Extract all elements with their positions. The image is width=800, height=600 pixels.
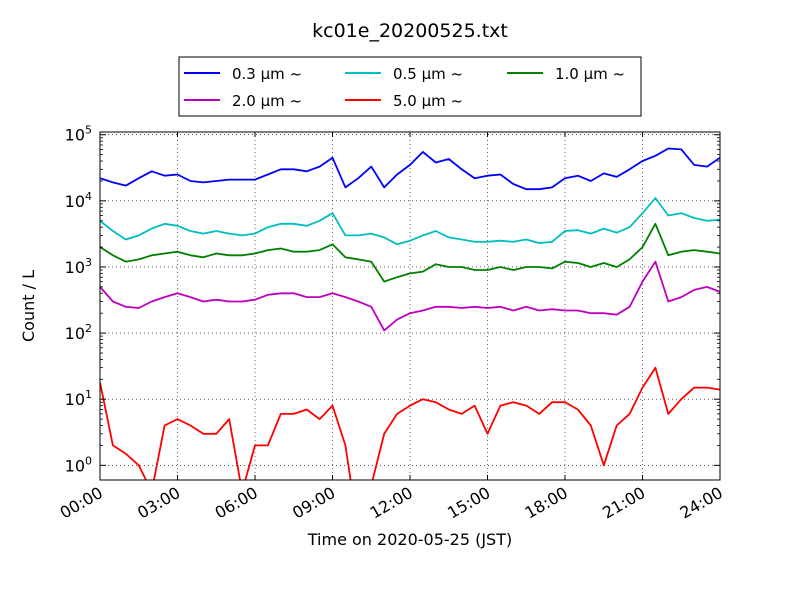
x-tick-label: 00:00 [57,483,106,523]
legend-label: 0.5 μm ~ [393,65,463,83]
x-tick-label: 24:00 [677,483,726,523]
x-tick-label: 09:00 [289,483,338,523]
legend-box [178,56,642,117]
y-tick-label: 104 [65,190,92,211]
series-line-1 [100,197,720,246]
series-layer [100,147,720,480]
y-tick-label: 100 [65,454,92,475]
x-tick-label: 18:00 [522,483,571,523]
y-tick-label: 105 [65,124,92,145]
y-axis-label: Count / L [19,270,38,342]
series-line-3 [100,260,720,332]
series-line-0 [100,147,720,191]
x-tick-label: 21:00 [599,483,648,523]
x-tick-label: 03:00 [134,483,183,523]
series-line-4 [100,366,720,480]
y-tick-label: 103 [65,256,92,277]
y-tick-label: 101 [65,388,92,409]
legend-label: 2.0 μm ~ [232,92,302,110]
y-tick-label: 102 [65,322,92,343]
x-tick-label: 06:00 [212,483,261,523]
x-tick-label: 12:00 [367,483,416,523]
legend: 0.3 μm ~ 0.5 μm ~ 1.0 μm ~ 2.0 μm ~ 5.0 μm ~ [178,56,642,117]
legend-label: 0.3 μm ~ [232,65,302,83]
x-tick-label: 15:00 [444,483,493,523]
legend-label: 5.0 μm ~ [393,92,463,110]
chart-title: kc01e_20200525.txt [312,20,508,42]
series-line-2 [100,222,720,283]
legend-label: 1.0 μm ~ [555,65,625,83]
x-axis-label: Time on 2020-05-25 (JST) [307,530,512,549]
